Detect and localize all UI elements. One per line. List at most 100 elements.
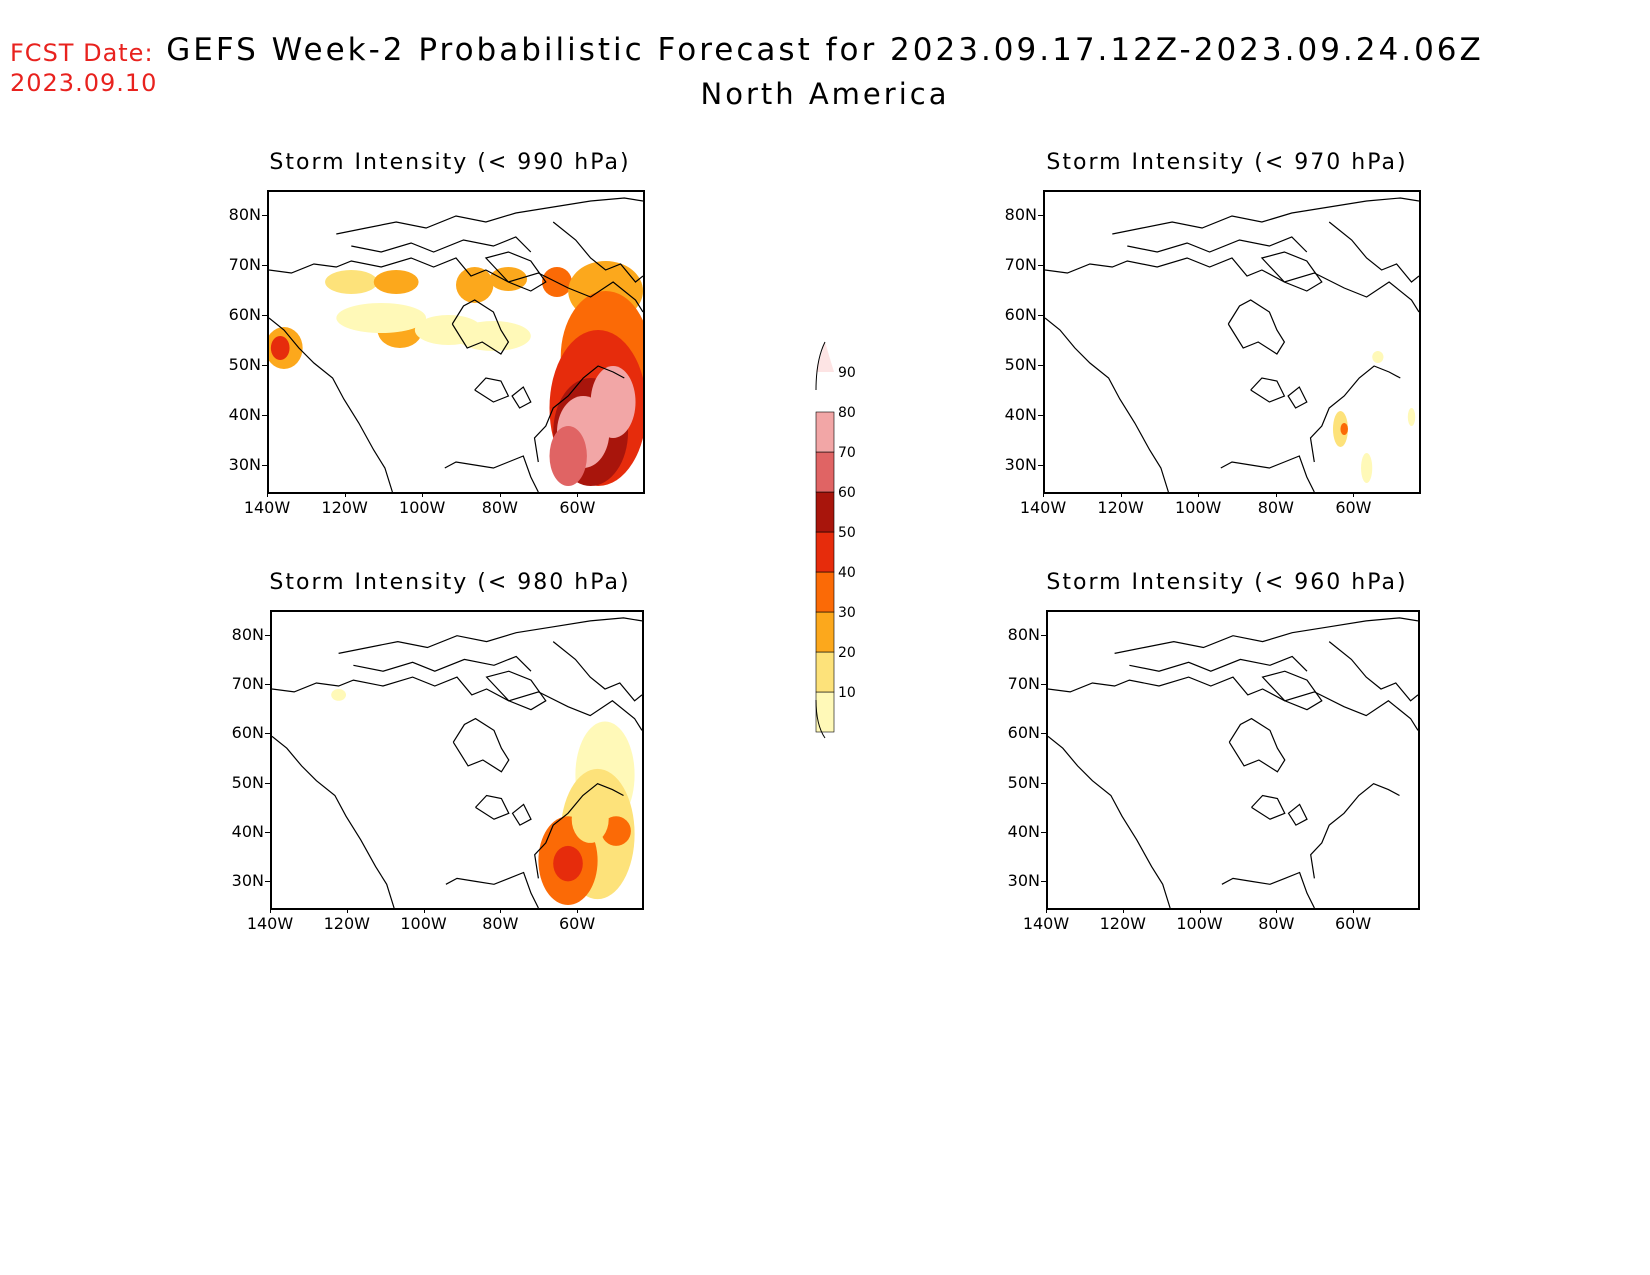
coastline <box>1251 794 1286 820</box>
colorbar-segment <box>815 531 835 573</box>
probability-area <box>325 270 378 294</box>
map-svg <box>1048 617 1418 908</box>
panel-title: Storm Intensity (< 990 hPa) <box>269 150 631 175</box>
lon-tick-mark <box>423 908 425 913</box>
lat-tick-label: 40N <box>1007 821 1040 841</box>
lat-tick-mark <box>1041 733 1046 735</box>
lat-tick-label: 30N <box>1004 455 1037 474</box>
lat-tick-mark <box>1041 782 1046 784</box>
coastline <box>444 455 539 492</box>
probability-area <box>489 267 528 291</box>
coastline <box>1220 455 1315 492</box>
coastline <box>351 236 532 253</box>
lat-tick-mark <box>265 782 270 784</box>
fcst-date-caption: FCST Date: <box>10 39 154 67</box>
lat-tick-label: 50N <box>231 772 264 792</box>
lon-tick-mark <box>1046 908 1047 913</box>
lat-tick-label: 70N <box>1004 255 1037 274</box>
colorbar-bottom-curve <box>815 699 826 739</box>
lon-tick-label: 100W <box>1176 914 1223 933</box>
map-frame <box>270 610 644 910</box>
colorbar-label: 80 <box>838 405 856 421</box>
coastline <box>1227 299 1286 355</box>
lat-tick-label: 80N <box>231 625 264 644</box>
colorbar-segment <box>815 571 835 613</box>
lat-tick-label: 40N <box>1004 405 1037 424</box>
lat-tick-mark <box>1038 315 1043 316</box>
lat-tick-mark <box>1038 215 1043 216</box>
lat-tick-mark <box>262 465 267 466</box>
lat-tick-mark <box>1041 881 1046 882</box>
probability-area <box>549 426 587 486</box>
lon-tick-mark <box>499 492 501 497</box>
lat-tick-mark <box>262 215 267 216</box>
lon-tick-label: 60W <box>559 498 596 517</box>
lon-tick-label: 100W <box>399 498 446 517</box>
lon-tick-mark <box>1120 492 1122 497</box>
probability-area <box>1340 423 1348 435</box>
probability-area <box>373 270 419 294</box>
map-frame <box>1046 610 1420 910</box>
map-frame <box>267 190 645 494</box>
coastline <box>1048 676 1418 731</box>
colorbar-segment <box>815 651 835 693</box>
coastline <box>1250 377 1286 403</box>
coastline <box>485 670 547 711</box>
lon-tick-mark <box>577 908 579 913</box>
lat-tick-mark <box>265 684 270 686</box>
lon-tick-mark <box>1353 908 1355 913</box>
coastline <box>269 317 393 492</box>
coastline <box>338 617 642 654</box>
lon-tick-mark <box>1199 908 1201 913</box>
coastline <box>552 221 643 283</box>
colorbar-segment <box>815 491 835 533</box>
map-svg <box>269 197 643 492</box>
probability-area <box>336 303 427 333</box>
colorbar-label: 30 <box>838 605 856 621</box>
lat-tick-mark <box>262 365 267 366</box>
colorbar-segment <box>815 411 835 453</box>
lon-tick-mark <box>344 492 346 497</box>
colorbar-label: 60 <box>838 485 856 501</box>
lat-tick-label: 60N <box>228 305 261 324</box>
lat-tick-mark <box>1038 415 1043 416</box>
lat-tick-mark <box>265 831 270 833</box>
coastline <box>484 251 547 292</box>
coastline <box>336 197 643 235</box>
lon-tick-label: 80W <box>482 914 519 933</box>
coastline <box>269 257 643 313</box>
lon-tick-label: 140W <box>246 914 294 933</box>
lat-tick-label: 80N <box>1007 625 1040 644</box>
coastline <box>1310 783 1400 879</box>
lon-tick-label: 140W <box>1019 498 1067 517</box>
lon-tick-label: 80W <box>481 498 518 517</box>
lat-tick-label: 40N <box>228 405 261 424</box>
lat-tick-mark <box>262 315 267 316</box>
forecast-date-label: FCST Date: 2023.09.10 <box>10 38 157 98</box>
coastline <box>1048 735 1171 908</box>
coastline <box>1287 386 1308 409</box>
coastline <box>511 386 532 409</box>
lon-tick-label: 80W <box>1257 498 1294 517</box>
coastline <box>1328 641 1418 702</box>
lon-tick-label: 140W <box>243 498 291 517</box>
coastline <box>1221 871 1315 908</box>
lon-tick-label: 120W <box>321 498 368 517</box>
map-frame <box>1043 190 1421 494</box>
lon-tick-mark <box>1276 908 1278 913</box>
probability-area <box>553 845 583 882</box>
lon-tick-label: 100W <box>400 914 447 933</box>
lon-tick-mark <box>1198 492 1200 497</box>
probability-area <box>601 816 631 846</box>
lat-tick-mark <box>1041 831 1046 833</box>
probability-area <box>1332 411 1348 447</box>
lon-tick-mark <box>1043 492 1044 497</box>
probability-area <box>1361 453 1373 483</box>
lat-tick-label: 30N <box>228 455 261 474</box>
coastline <box>272 676 642 731</box>
lat-tick-label: 50N <box>1007 772 1040 792</box>
lon-tick-mark <box>270 908 271 913</box>
coastline <box>272 735 395 908</box>
lon-tick-label: 60W <box>1335 914 1372 933</box>
probability-colorbar: 10 20 30 40 50 60 70 80 90 <box>800 330 880 750</box>
